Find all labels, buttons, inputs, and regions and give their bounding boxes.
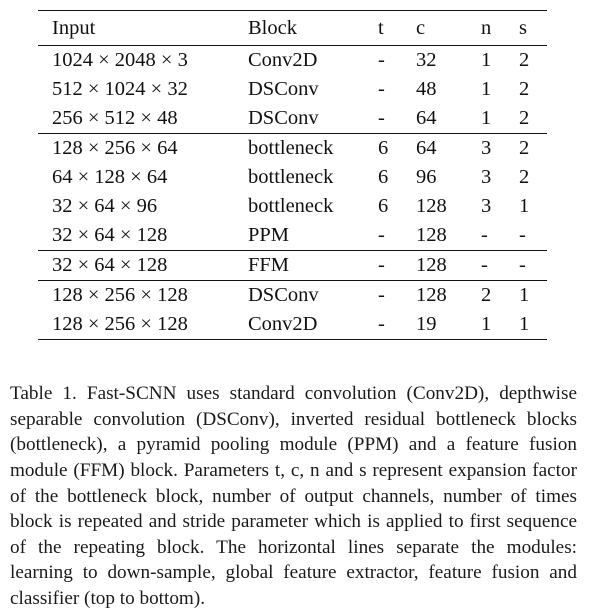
cell-input: 256 × 512 × 48: [52, 107, 178, 130]
cell-c: 128: [416, 195, 447, 218]
cell-block: bottleneck: [248, 166, 334, 189]
cell-c: 96: [416, 166, 437, 189]
cell-t: -: [378, 78, 385, 101]
cell-block: bottleneck: [248, 195, 334, 218]
header-block: Block: [248, 10, 378, 46]
cell-n: 1: [481, 310, 519, 340]
cell-c: 128: [416, 250, 481, 281]
cell-s: 1: [519, 280, 547, 310]
cell-s: 2: [519, 107, 530, 130]
cell-input: 32 × 64 × 128: [38, 250, 248, 281]
table-row: 64 × 128 × 64 bottleneck 6 96 3 2: [38, 163, 547, 192]
cell-t: -: [378, 250, 416, 281]
cell-s: 2: [519, 45, 547, 75]
cell-block: PPM: [248, 224, 290, 247]
table-header-row: Input Block t c n s: [38, 10, 547, 46]
architecture-table: Input Block t c n s 1024 × 2048 × 3 Conv…: [38, 10, 547, 340]
table-row: 128 × 256 × 128 DSConv - 128 2 1: [38, 280, 547, 310]
cell-c: 128: [416, 280, 481, 310]
cell-t: -: [378, 45, 416, 75]
cell-n: 3: [481, 133, 519, 163]
header-c: c: [416, 10, 481, 46]
cell-block: DSConv: [248, 280, 378, 310]
cell-s: -: [519, 250, 547, 281]
cell-c: 19: [416, 310, 481, 340]
cell-s: 2: [519, 78, 530, 101]
cell-c: 32: [416, 45, 481, 75]
header-n: n: [481, 10, 519, 46]
cell-n: 1: [481, 45, 519, 75]
cell-s: 2: [519, 133, 547, 163]
cell-input: 128 × 256 × 128: [38, 310, 248, 340]
cell-block: Conv2D: [248, 45, 378, 75]
table-row: 1024 × 2048 × 3 Conv2D - 32 1 2: [38, 45, 547, 75]
cell-s: 1: [519, 195, 530, 218]
cell-n: -: [481, 250, 519, 281]
cell-input: 128 × 256 × 64: [38, 133, 248, 163]
table-row: 512 × 1024 × 32 DSConv - 48 1 2: [38, 75, 547, 104]
cell-block: bottleneck: [248, 133, 378, 163]
table-body: 1024 × 2048 × 3 Conv2D - 32 1 2 512 × 10…: [38, 45, 547, 340]
cell-n: -: [481, 224, 488, 247]
cell-input: 512 × 1024 × 32: [52, 78, 188, 101]
table-row: 128 × 256 × 64 bottleneck 6 64 3 2: [38, 133, 547, 163]
cell-c: 128: [416, 224, 447, 247]
header-s: s: [519, 10, 547, 46]
cell-t: -: [378, 107, 385, 130]
cell-input: 1024 × 2048 × 3: [38, 45, 248, 75]
cell-input: 64 × 128 × 64: [52, 166, 168, 189]
cell-s: 2: [519, 166, 530, 189]
cell-c: 48: [416, 78, 437, 101]
table-row: 32 × 64 × 96 bottleneck 6 128 3 1: [38, 192, 547, 221]
cell-c: 64: [416, 107, 437, 130]
cell-t: 6: [378, 133, 416, 163]
cell-s: 1: [519, 310, 547, 340]
cell-t: -: [378, 280, 416, 310]
table-row: 32 × 64 × 128 FFM - 128 - -: [38, 250, 547, 281]
table-caption: Table 1. Fast-SCNN uses standard convolu…: [10, 383, 577, 609]
cell-block: DSConv: [248, 78, 319, 101]
cell-t: 6: [378, 166, 389, 189]
table-row: 256 × 512 × 48 DSConv - 64 1 2: [38, 104, 547, 134]
header-input: Input: [38, 10, 248, 46]
cell-n: 3: [481, 195, 492, 218]
cell-n: 2: [481, 280, 519, 310]
cell-t: -: [378, 310, 416, 340]
cell-n: 1: [481, 78, 492, 101]
cell-block: Conv2D: [248, 310, 378, 340]
cell-s: -: [519, 224, 526, 247]
cell-c: 64: [416, 133, 481, 163]
cell-block: FFM: [248, 250, 378, 281]
cell-t: -: [378, 224, 385, 247]
cell-input: 128 × 256 × 128: [38, 280, 248, 310]
cell-input: 32 × 64 × 128: [52, 224, 168, 247]
table-row: 32 × 64 × 128 PPM - 128 - -: [38, 221, 547, 251]
cell-block: DSConv: [248, 107, 319, 130]
header-t: t: [378, 10, 416, 46]
cell-n: 3: [481, 166, 492, 189]
cell-t: 6: [378, 195, 389, 218]
architecture-table-container: Input Block t c n s 1024 × 2048 × 3 Conv…: [38, 10, 547, 340]
cell-input: 32 × 64 × 96: [52, 195, 158, 218]
cell-n: 1: [481, 107, 492, 130]
table-row: 128 × 256 × 128 Conv2D - 19 1 1: [38, 310, 547, 340]
